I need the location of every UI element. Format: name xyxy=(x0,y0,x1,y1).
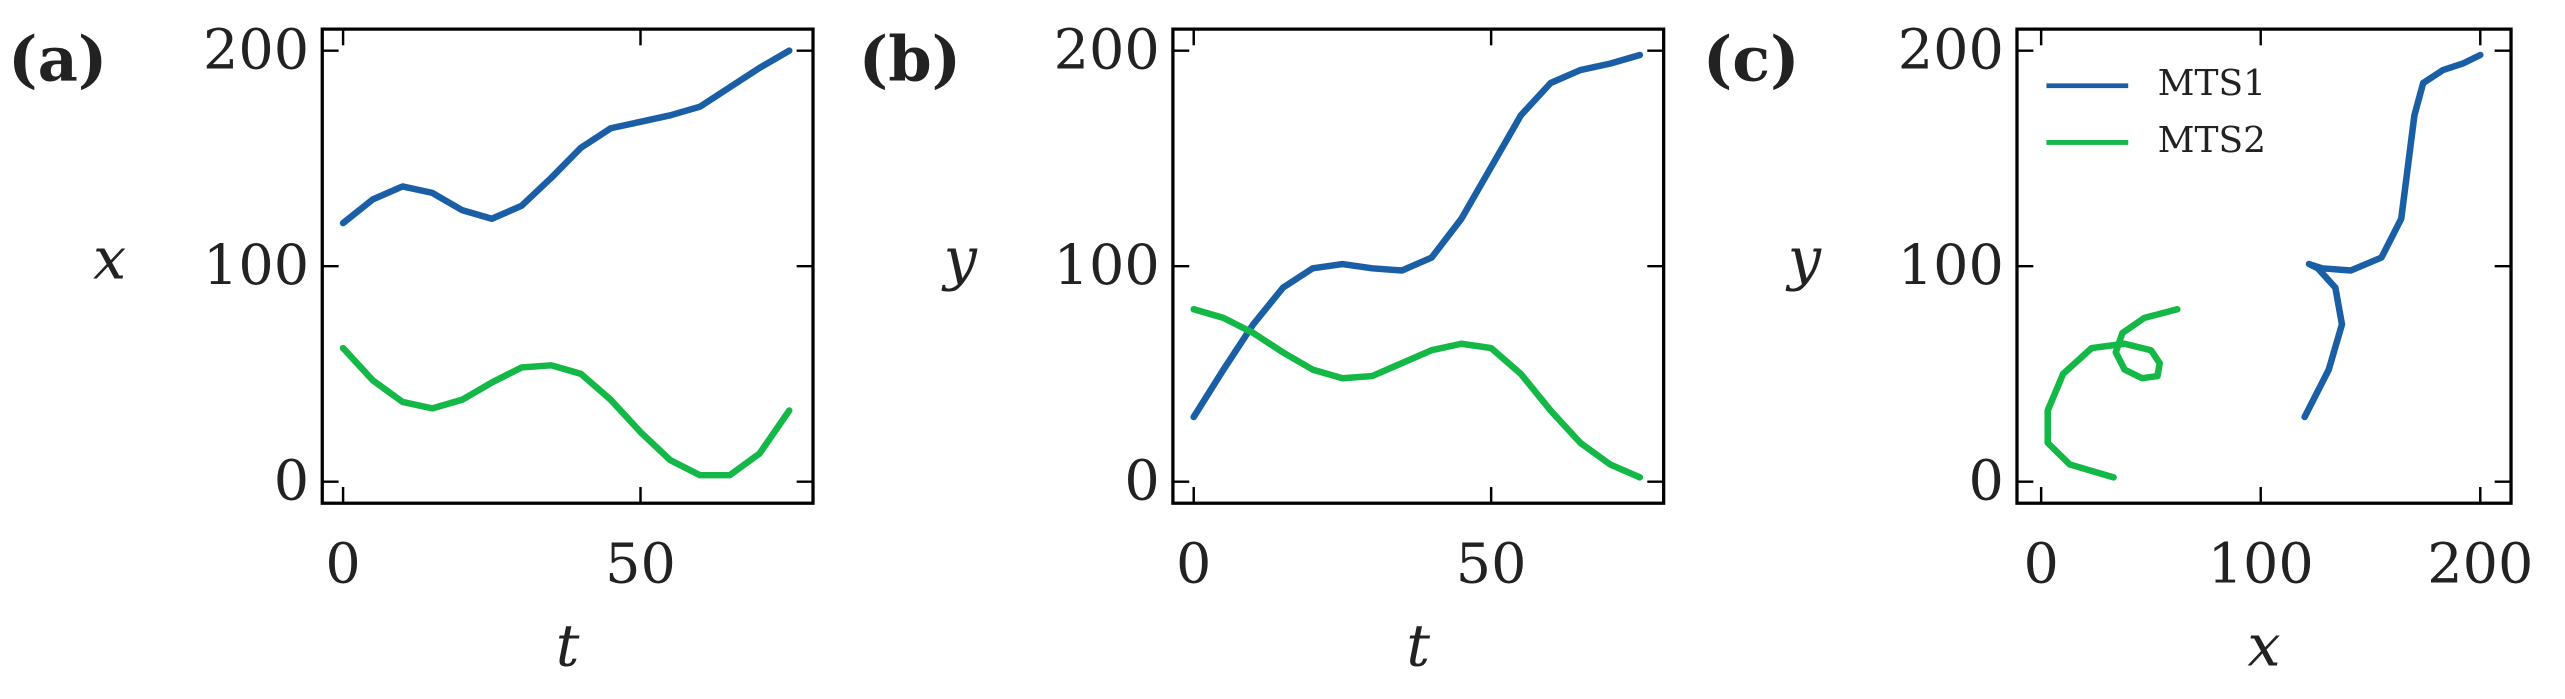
y-axis-label: x xyxy=(93,225,126,293)
legend-label: MTS1 xyxy=(2158,63,2266,104)
legend-label: MTS2 xyxy=(2158,120,2266,161)
series-line xyxy=(339,344,793,479)
series-line xyxy=(339,47,793,227)
y-axis-label: y xyxy=(1785,225,1822,293)
y-tick-label: 200 xyxy=(1054,19,1160,83)
y-tick-label: 200 xyxy=(203,19,309,83)
panel-label: (b) xyxy=(859,23,961,96)
series-line xyxy=(2044,306,2181,481)
x-tick-label: 200 xyxy=(2427,533,2533,597)
x-tick-label: 50 xyxy=(605,533,676,597)
series-line xyxy=(1190,306,1644,481)
y-tick-label: 100 xyxy=(203,234,309,298)
y-tick-label: 200 xyxy=(1898,19,2004,83)
x-tick-label: 0 xyxy=(325,533,360,597)
panel-label: (c) xyxy=(1703,23,1800,96)
y-axis-label: y xyxy=(941,225,978,293)
x-tick-label: 0 xyxy=(2023,533,2058,597)
y-tick-label: 0 xyxy=(1124,450,1159,514)
x-axis-label: t xyxy=(1406,612,1430,680)
series-line xyxy=(2301,51,2484,421)
y-tick-label: 100 xyxy=(1898,234,2004,298)
x-axis-label: x xyxy=(2247,612,2280,680)
y-tick-label: 0 xyxy=(274,450,309,514)
x-tick-label: 50 xyxy=(1456,533,1527,597)
series-line xyxy=(1190,51,1644,421)
axes-frame xyxy=(320,27,815,505)
panel-label: (a) xyxy=(8,23,107,96)
y-tick-label: 100 xyxy=(1054,234,1160,298)
x-tick-label: 0 xyxy=(1176,533,1211,597)
y-tick-label: 0 xyxy=(1969,450,2004,514)
x-axis-label: t xyxy=(556,612,580,680)
x-tick-label: 100 xyxy=(2208,533,2314,597)
